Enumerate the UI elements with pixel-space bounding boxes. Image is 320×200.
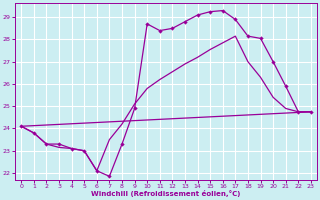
- X-axis label: Windchill (Refroidissement éolien,°C): Windchill (Refroidissement éolien,°C): [92, 190, 241, 197]
